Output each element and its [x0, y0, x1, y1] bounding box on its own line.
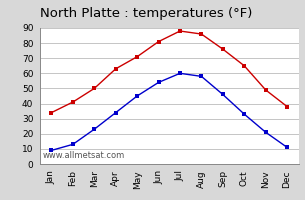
- Text: www.allmetsat.com: www.allmetsat.com: [42, 151, 124, 160]
- Text: North Platte : temperatures (°F): North Platte : temperatures (°F): [40, 7, 252, 20]
